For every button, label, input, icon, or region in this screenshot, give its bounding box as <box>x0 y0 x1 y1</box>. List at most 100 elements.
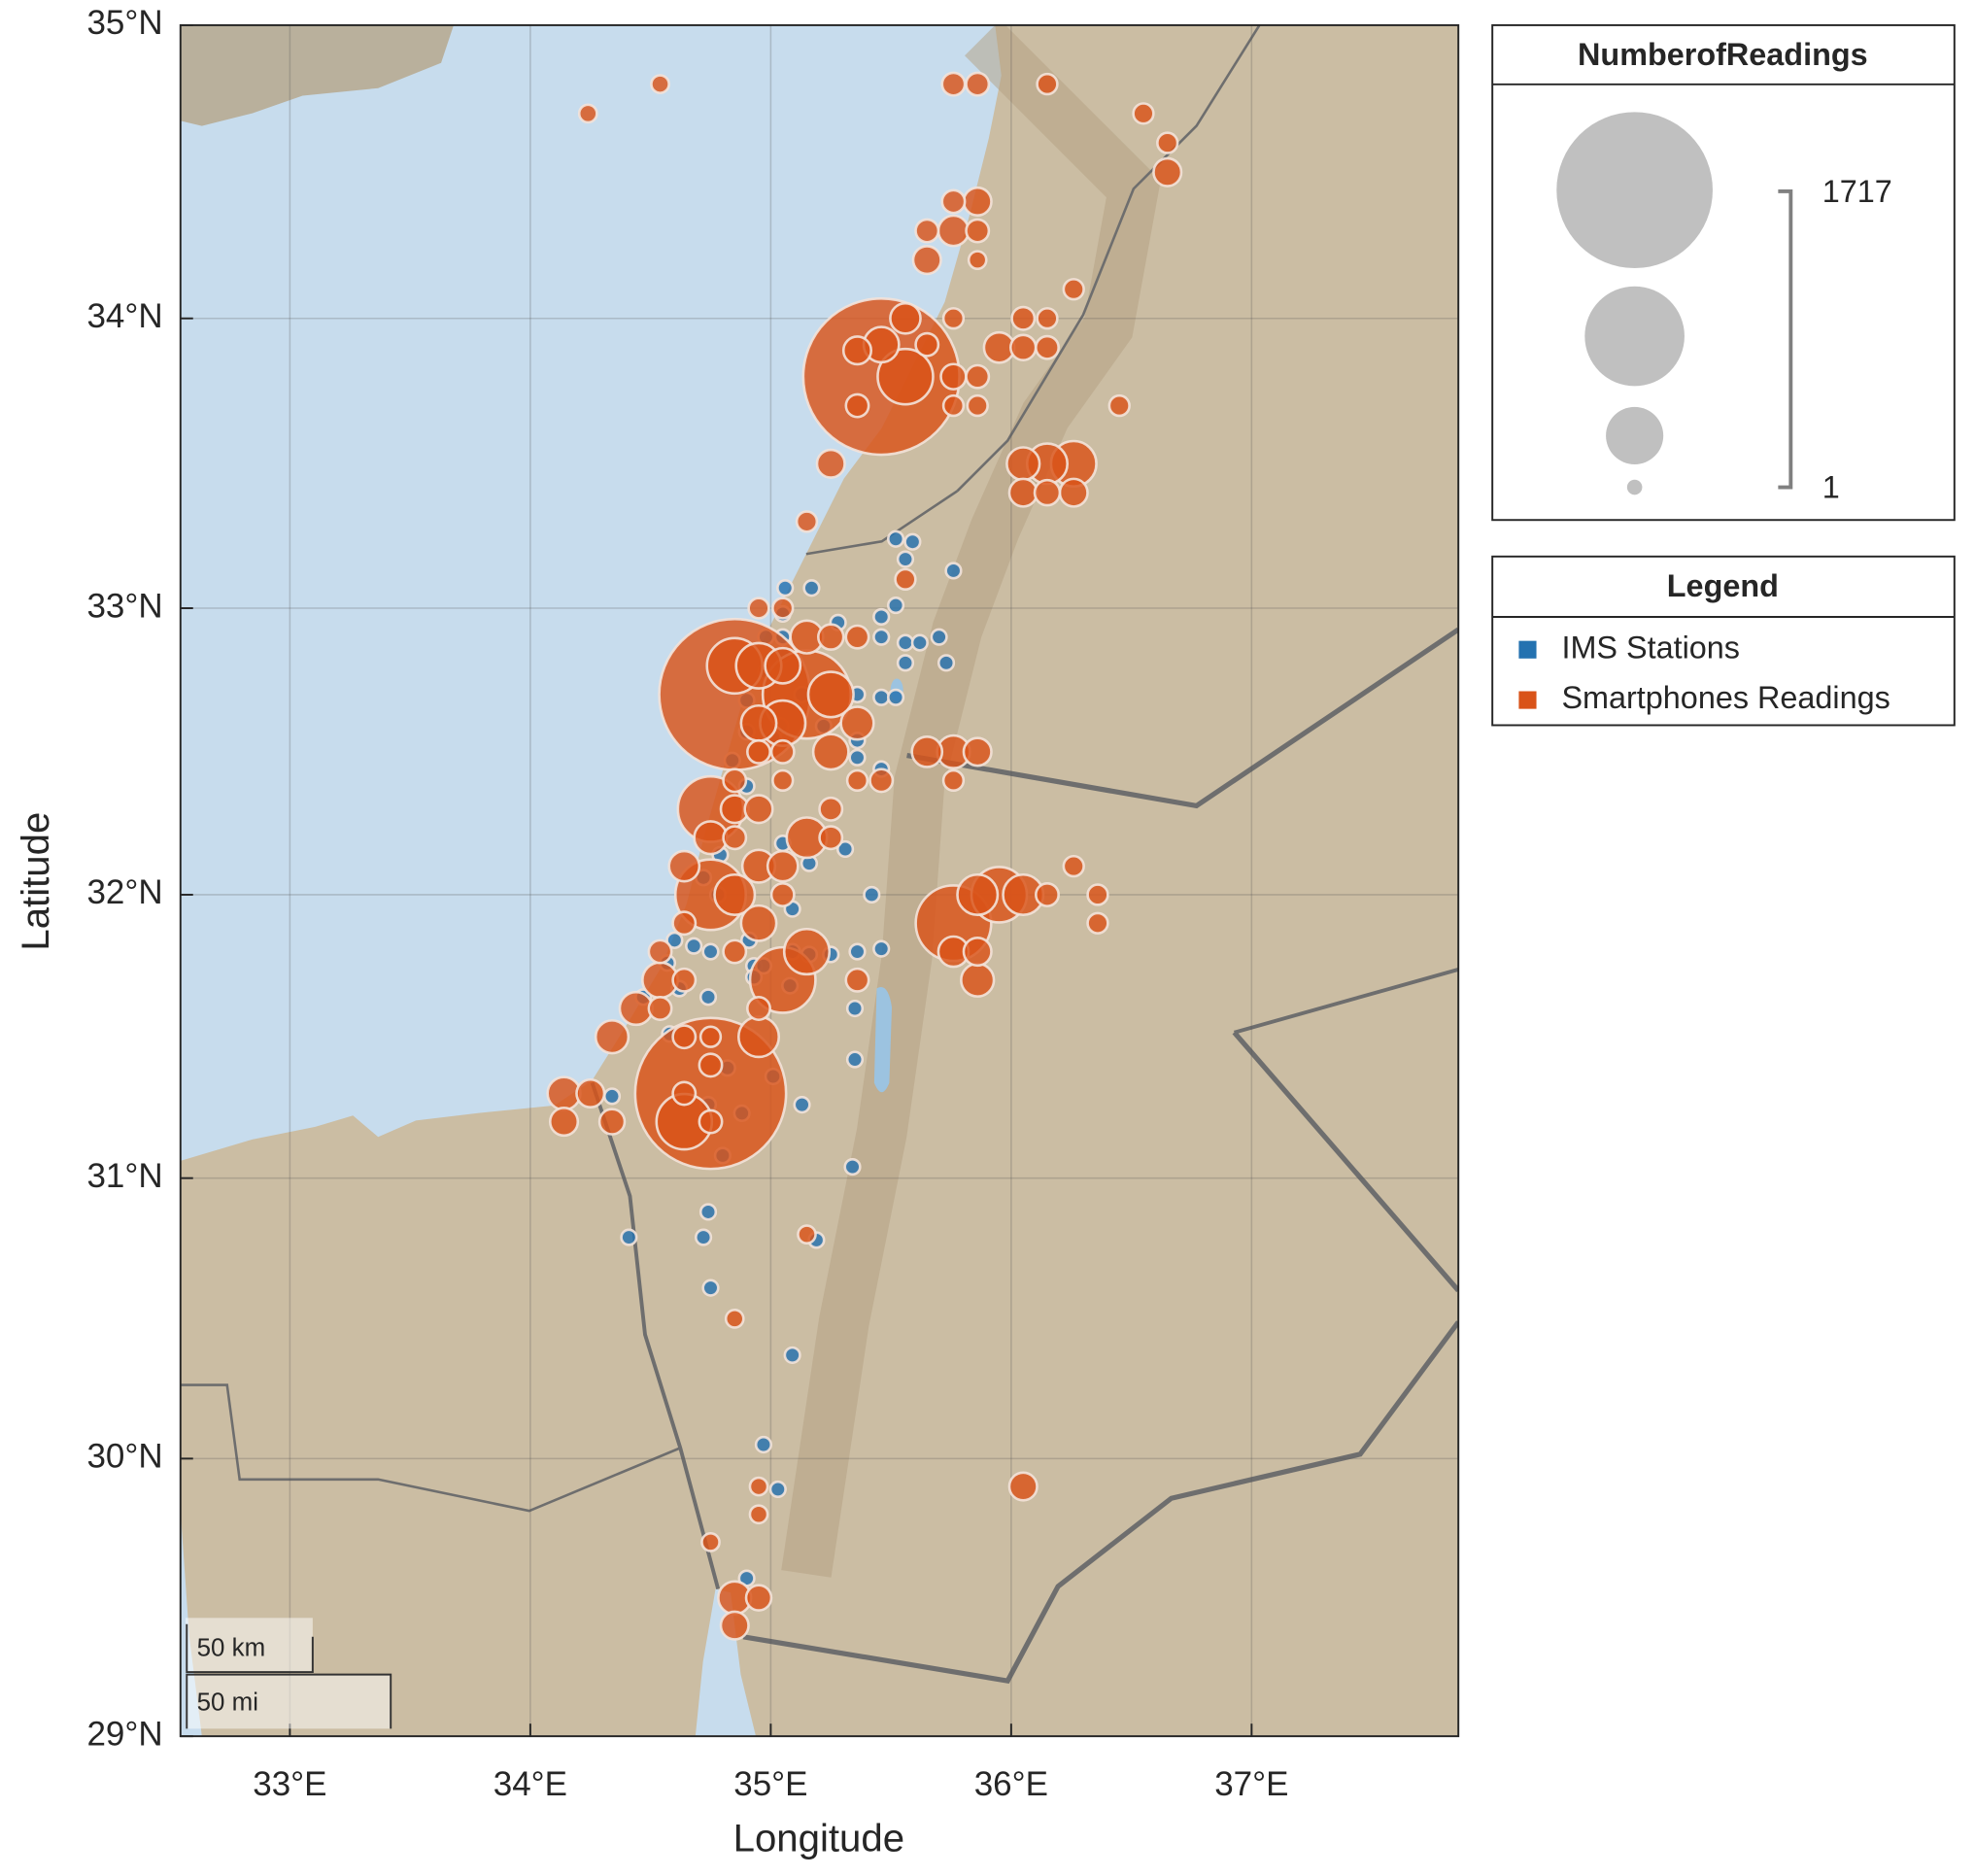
bubble <box>722 825 748 851</box>
y-tick-label: 34°N <box>86 297 162 335</box>
bubble <box>868 767 895 794</box>
bubble <box>647 938 673 965</box>
scale-bar-label: 50 km <box>197 1635 266 1662</box>
bubble <box>939 362 968 391</box>
bubble <box>914 218 940 244</box>
y-tick-label: 29°N <box>86 1715 162 1753</box>
bubble <box>736 1015 781 1059</box>
bubble <box>575 1077 606 1109</box>
bubble <box>743 794 774 825</box>
bubble <box>768 1480 787 1499</box>
y-axis-label: Latitude <box>14 812 57 951</box>
bubble <box>698 1025 723 1048</box>
bubble <box>962 937 993 968</box>
x-axis-label: Longitude <box>733 1816 904 1859</box>
bubble <box>739 904 778 942</box>
bubble <box>910 735 944 768</box>
scale-bar: 50 km 50 mi <box>185 1618 392 1729</box>
bubble <box>667 849 701 883</box>
bubble <box>1086 911 1109 935</box>
bubble <box>966 393 989 418</box>
bubble <box>597 1108 627 1136</box>
bubble <box>671 1024 698 1050</box>
bubble <box>967 250 988 271</box>
bubble <box>748 1504 769 1525</box>
bubble <box>845 768 869 793</box>
bubble <box>940 188 967 215</box>
size-legend-bubble <box>1556 112 1713 269</box>
size-legend-label: 1717 <box>1822 174 1892 209</box>
bubble <box>1033 478 1062 507</box>
x-tick-label: 36°E <box>974 1765 1048 1803</box>
dead-sea <box>873 987 893 1093</box>
bubble <box>1035 881 1060 907</box>
bubble <box>771 768 795 793</box>
bubble <box>1152 156 1183 188</box>
bubble <box>848 748 867 767</box>
size-legend-bubble <box>1626 479 1643 495</box>
bubble <box>1058 477 1089 508</box>
bubble <box>811 733 850 771</box>
plot-frame <box>179 23 1460 1738</box>
y-tick-label: 30°N <box>86 1438 162 1476</box>
bubble <box>739 703 778 742</box>
x-tick-label: 37°E <box>1214 1765 1288 1803</box>
borders <box>180 24 1459 1684</box>
bubble <box>782 927 832 976</box>
bubble <box>962 186 993 217</box>
scale-bar-label: 50 mi <box>197 1688 258 1716</box>
bubble <box>960 962 996 998</box>
bubble <box>776 579 795 597</box>
bubble <box>771 597 795 620</box>
bubble <box>944 562 963 580</box>
size-legend: NumberofReadings 1717 1 <box>1491 23 1956 522</box>
bubble <box>1062 854 1085 878</box>
bubble <box>698 1203 718 1221</box>
size-legend-bubble <box>1606 406 1664 464</box>
bubble <box>698 1109 724 1135</box>
bubble <box>845 1050 865 1069</box>
x-tick-label: 34°E <box>494 1765 567 1803</box>
bubble <box>1132 102 1155 125</box>
bubble <box>936 654 956 672</box>
bubble <box>1007 477 1039 508</box>
bubble <box>713 872 757 916</box>
bubble <box>941 768 966 793</box>
bubble <box>914 331 940 358</box>
bubble <box>839 705 875 741</box>
legend-label: IMS Stations <box>1561 630 1740 665</box>
bubble <box>1107 393 1131 418</box>
bubble <box>1007 1471 1039 1502</box>
bubble <box>693 820 729 856</box>
bubble <box>962 736 993 767</box>
bubble <box>872 607 891 626</box>
bubble <box>665 931 684 949</box>
bubble <box>841 335 873 366</box>
legend-title: Legend <box>1667 568 1779 603</box>
bubble <box>701 1279 720 1297</box>
bubble <box>876 347 935 406</box>
bubble <box>889 301 922 335</box>
legend-swatch <box>1518 640 1537 659</box>
bubble <box>965 363 991 390</box>
bubble <box>896 654 915 672</box>
bubble <box>845 999 865 1018</box>
bubble <box>724 1309 745 1329</box>
bubble <box>793 1096 811 1114</box>
bubble <box>1036 72 1059 96</box>
bubble <box>700 1532 721 1552</box>
bubble <box>594 1019 630 1055</box>
bubble <box>843 1157 862 1177</box>
bubble <box>936 214 970 248</box>
bubble <box>783 1346 801 1364</box>
bubble <box>754 1435 773 1454</box>
bubble <box>685 937 703 955</box>
bubble <box>548 1107 580 1138</box>
bubble <box>863 885 881 904</box>
relief <box>781 24 1161 1578</box>
bubble <box>910 633 929 652</box>
size-legend-bubble <box>1584 286 1685 387</box>
bubble <box>1010 305 1037 331</box>
legend: Legend IMS Stations Smartphones Readings <box>1491 555 1956 727</box>
